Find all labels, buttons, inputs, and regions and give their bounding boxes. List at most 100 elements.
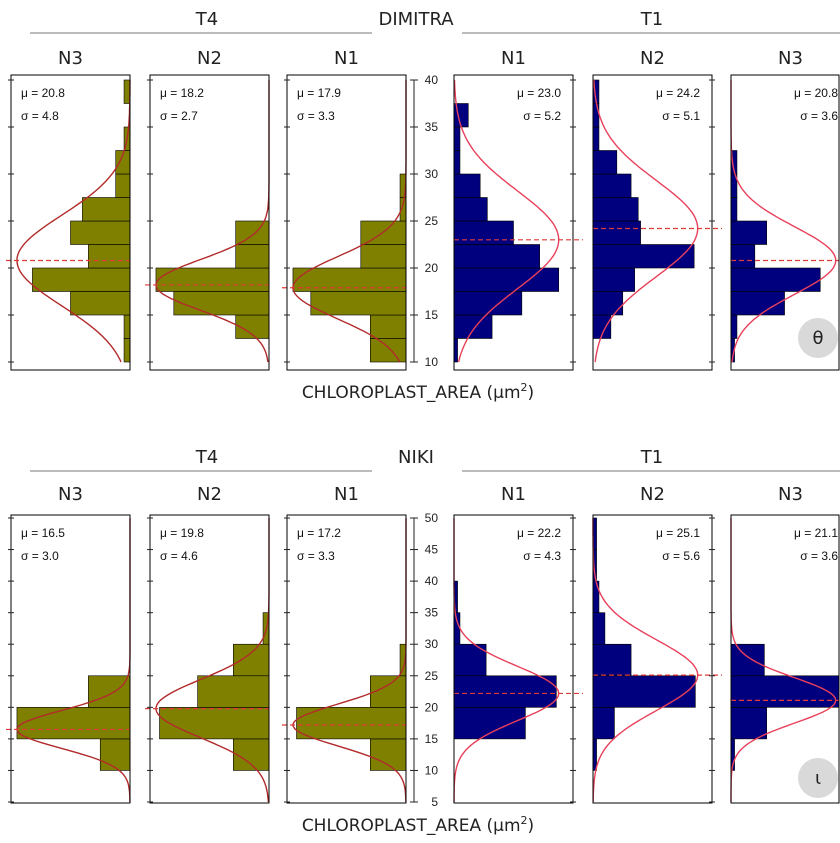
panel-left-n2: N2 μ = 19.8 σ = 4.6 (145, 484, 270, 804)
histogram-bar (453, 291, 523, 316)
panel-right-n2: N2 μ = 25.1 σ = 5.6 (592, 484, 722, 804)
histogram-bar (70, 220, 131, 245)
histogram-bar (197, 675, 270, 708)
histogram-bar (369, 338, 407, 363)
group-label-right: T1 (640, 447, 663, 468)
histogram-bar (155, 267, 270, 292)
y-tick-label: 40 (425, 574, 439, 588)
histogram-bar (453, 150, 461, 175)
mu-label: μ = 17.9 (297, 86, 341, 100)
panel-name: N3 (778, 484, 803, 505)
mu-label: μ = 23.0 (517, 86, 561, 100)
mu-label: μ = 16.5 (21, 526, 65, 540)
histogram-bar (123, 314, 131, 339)
panel-name: N1 (501, 48, 526, 69)
histogram-bar (88, 675, 131, 708)
histogram-bar (592, 197, 639, 222)
histogram-bar (730, 220, 768, 245)
mu-label: μ = 17.2 (297, 526, 341, 540)
histogram-bar (730, 291, 785, 316)
panel-badge (798, 318, 838, 358)
histogram-bar (123, 338, 131, 363)
panel-name: N2 (640, 484, 665, 505)
y-tick-label: 50 (425, 511, 439, 525)
histogram-bar (233, 738, 270, 771)
y-tick-label: 20 (425, 261, 439, 275)
histogram-bar (173, 291, 270, 316)
fit-curve (16, 80, 131, 363)
sigma-label: σ = 5.1 (662, 109, 700, 123)
panel-right-n3: N3 μ = 21.1 σ = 3.6 (730, 484, 840, 804)
x-axis-label: CHLOROPLAST_AREA (μm2) (302, 814, 534, 836)
histogram-bar (592, 738, 597, 771)
mu-label: μ = 25.1 (656, 526, 700, 540)
histogram-bar (453, 675, 557, 708)
histogram-bar (115, 173, 131, 198)
x-axis-label: CHLOROPLAST_AREA (μm2) (302, 381, 534, 403)
panel-name: N2 (197, 484, 222, 505)
panel-left-n3: N3 μ = 20.8 σ = 4.8 (6, 48, 131, 371)
panel-right-n1: N1 μ = 23.0 σ = 5.2 (453, 48, 583, 371)
sigma-label: σ = 5.2 (523, 109, 561, 123)
histogram-bar (310, 291, 407, 316)
panel-frame (10, 514, 131, 804)
histogram-bar (453, 126, 461, 151)
histogram-bar (32, 267, 131, 292)
chart-dimitra: T4 DIMITRA T1 10 15 20 25 30 35 40 CHLOROPLAST_ARE… (6, 9, 840, 403)
histogram-bar (592, 643, 632, 677)
histogram-bar (730, 643, 765, 677)
y-tick-label: 15 (425, 308, 439, 322)
histogram-bar (453, 244, 540, 269)
histogram-bar (453, 220, 514, 245)
histogram-bar (730, 197, 738, 222)
y-tick-label: 10 (425, 763, 439, 777)
sigma-label: σ = 5.6 (662, 549, 700, 563)
y-tick-label: 25 (425, 214, 439, 228)
panel-frame (592, 514, 713, 804)
histogram-bar (159, 707, 270, 740)
panel-name: N2 (640, 48, 665, 69)
mu-label: μ = 19.8 (160, 526, 204, 540)
mu-label: μ = 18.2 (160, 86, 204, 100)
histogram-bar (592, 150, 618, 175)
histogram-bar (592, 126, 600, 151)
histogram-bar (16, 707, 131, 740)
histogram-bar (730, 707, 768, 740)
histogram-bar (360, 244, 407, 269)
histogram-bar (592, 612, 606, 645)
sigma-label: σ = 3.0 (21, 549, 59, 563)
histogram-bar (233, 643, 270, 677)
histogram-bar (730, 675, 840, 708)
panel-frame (10, 74, 131, 371)
histogram-bar (592, 267, 635, 292)
panel-name: N1 (334, 48, 359, 69)
panel-frame (592, 74, 713, 371)
panel-frame (453, 514, 574, 804)
histogram-bar (88, 244, 131, 269)
fit-curve (592, 518, 699, 802)
group-label-right: T1 (640, 9, 663, 30)
sigma-label: σ = 3.6 (800, 109, 838, 123)
histogram-bar (592, 220, 641, 245)
histogram-bar (592, 580, 600, 613)
mu-label: μ = 20.8 (794, 86, 838, 100)
histogram-bar (70, 291, 131, 316)
histogram-bar (592, 244, 695, 269)
sigma-label: σ = 2.7 (160, 109, 198, 123)
histogram-bar (592, 291, 624, 316)
group-label-left: T4 (195, 9, 218, 30)
histogram-bar (453, 314, 493, 339)
panel-left-n2: N2 μ = 18.2 σ = 2.7 (145, 48, 270, 371)
y-tick-label: 35 (425, 120, 439, 134)
sigma-label: σ = 3.3 (297, 549, 335, 563)
panel-right-n1: N1 μ = 22.2 σ = 4.3 (453, 484, 583, 804)
chart-title: NIKI (398, 447, 434, 468)
panel-left-n3: N3 μ = 16.5 σ = 3.0 (6, 484, 131, 804)
mu-label: μ = 24.2 (656, 86, 700, 100)
y-tick-label: 25 (425, 669, 439, 683)
histogram-bar (235, 244, 270, 269)
panel-name: N3 (58, 48, 83, 69)
panel-name: N3 (58, 484, 83, 505)
y-tick-label: 30 (425, 167, 439, 181)
mu-label: μ = 20.8 (21, 86, 65, 100)
